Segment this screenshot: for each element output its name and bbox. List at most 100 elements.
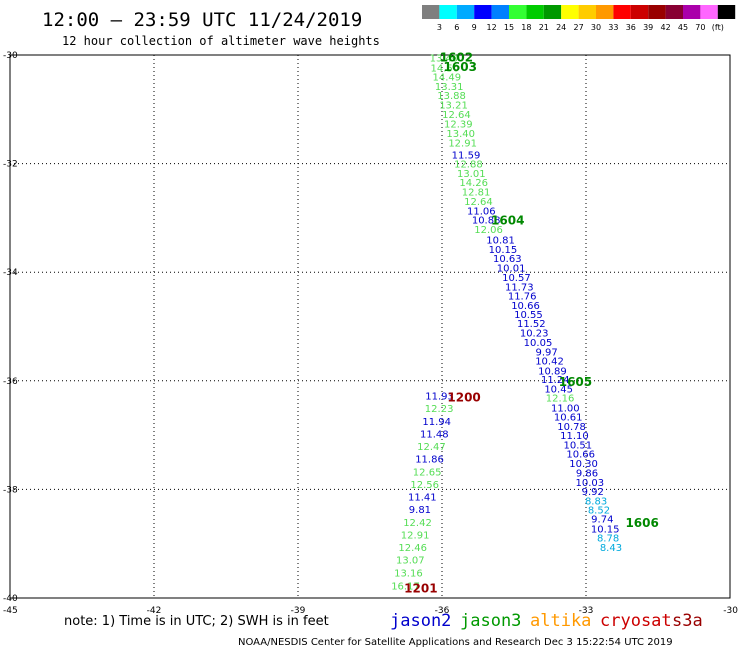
wave-height-label: 12.46	[398, 543, 427, 554]
y-tick-label: -32	[3, 160, 18, 170]
chart-title: 12:00 — 23:59 UTC 11/24/2019	[42, 9, 362, 31]
wave-height-label: 9.97	[536, 347, 558, 358]
wave-height-label: 10.15	[489, 245, 518, 256]
pass-time-label: 1602	[440, 51, 473, 65]
wave-height-label: 10.61	[554, 413, 583, 424]
scale-label: 18	[521, 23, 531, 32]
wave-height-label: 8.78	[597, 534, 619, 545]
pass-time-label: 1201	[404, 582, 437, 596]
wave-height-label: 12.65	[413, 467, 442, 478]
pass-time-label: 1604	[491, 214, 524, 228]
axis-tick-labels: -45 -42 -39 -36 -33 -30 -30 -32 -34 -36 -38 -40	[3, 51, 738, 616]
wave-height-label: 12.42	[403, 518, 432, 529]
scale-swatch	[474, 5, 492, 19]
wave-height-label: 11.59	[452, 150, 481, 161]
wave-height-label: 10.51	[564, 440, 593, 451]
wave-height-label: 10.78	[557, 422, 586, 433]
wave-height-label: 11.24	[541, 375, 570, 386]
footer-note: note: 1) Time is in UTC; 2) SWH is in fe…	[64, 614, 329, 629]
wave-height-label: 11.00	[551, 403, 580, 414]
wave-height-label: 13.01	[457, 169, 486, 180]
wave-height-label: 14.49	[432, 73, 461, 84]
x-tick-label: -33	[579, 606, 594, 616]
scale-label: 45	[678, 23, 688, 32]
scale-swatch	[578, 5, 596, 19]
wave-height-label: 12.64	[442, 110, 471, 121]
wave-height-label: 13.21	[439, 100, 468, 111]
scale-label: 6	[454, 23, 459, 32]
wave-height-label: 11.76	[508, 292, 537, 303]
wave-height-label: 10.03	[576, 478, 605, 489]
scale-label: 39	[643, 23, 653, 32]
wave-height-label: 13.31	[435, 82, 464, 93]
wave-height-label: 10.66	[511, 301, 540, 312]
satellite-legend: jason2 jason3 altika cryosat s3a	[390, 611, 703, 631]
scale-swatch	[422, 5, 440, 19]
wave-height-label: 10.45	[544, 384, 573, 395]
wave-height-label: 10.05	[524, 338, 553, 349]
scale-label: 27	[574, 23, 584, 32]
wave-height-label: 10.81	[486, 236, 515, 247]
satellite-name-s3a: s3a	[672, 611, 703, 631]
scale-label: 30	[591, 23, 601, 32]
wave-height-label: 10.89	[538, 366, 567, 377]
satellite-name-jason3: jason3	[460, 611, 521, 631]
pass-time-label: 1603	[444, 60, 477, 74]
wave-height-label: 11.06	[467, 206, 496, 217]
x-tick-label: -39	[291, 606, 306, 616]
wave-height-label: 10.66	[566, 450, 595, 461]
wave-height-label: 13.40	[446, 129, 475, 140]
wave-height-label: 12.16	[546, 394, 575, 405]
wave-height-label: 11.48	[420, 429, 449, 440]
pass-time-label: 1606	[625, 516, 658, 530]
scale-label: 9	[472, 23, 477, 32]
wave-height-label: 9.92	[582, 487, 604, 498]
x-tick-label: -45	[3, 606, 18, 616]
scale-label: 21	[539, 23, 549, 32]
wave-height-label: 11.73	[505, 282, 534, 293]
wave-height-label: 11.86	[415, 454, 444, 465]
x-tick-label: -30	[723, 606, 738, 616]
grid-lines	[10, 55, 730, 598]
scale-swatch	[630, 5, 649, 19]
satellite-name-altika: altika	[530, 611, 591, 631]
pass-time-label: 1605	[559, 375, 592, 389]
scale-swatch	[439, 5, 457, 19]
scale-swatch	[613, 5, 631, 19]
wave-height-label: 10.88	[472, 216, 501, 227]
wave-height-label: 8.43	[600, 543, 622, 554]
wave-height-label: 10.57	[502, 273, 531, 284]
wave-height-label: 10.23	[520, 328, 549, 339]
scale-label: 36	[626, 23, 636, 32]
scale-swatch	[648, 5, 666, 19]
y-tick-label: -38	[3, 485, 18, 495]
x-tick-label: -36	[435, 606, 450, 616]
scale-label: 12	[487, 23, 497, 32]
chart-subtitle: 12 hour collection of altimeter wave hei…	[62, 34, 380, 48]
wave-height-label: 14.50	[431, 63, 460, 74]
scale-swatch	[665, 5, 683, 19]
wave-height-label: 13.07	[396, 555, 425, 566]
wave-height-label: 13.16	[394, 568, 423, 579]
wave-height-label: 8.83	[585, 496, 607, 507]
scale-swatch	[700, 5, 718, 19]
plot-area	[9, 54, 731, 599]
footer-credit: NOAA/NESDIS Center for Satellite Applica…	[238, 637, 673, 648]
scale-swatch	[543, 5, 562, 19]
wave-height-label: 9.86	[576, 469, 598, 480]
wave-height-label: 16.17	[391, 582, 420, 593]
y-tick-label: -30	[3, 51, 18, 61]
wave-height-label: 10.15	[591, 524, 620, 535]
wave-height-label: 12.39	[444, 119, 473, 130]
wave-height-label: 11.41	[408, 492, 437, 503]
scale-label: 15	[504, 23, 514, 32]
wave-height-label: 11.52	[517, 319, 546, 330]
scale-label: 70	[695, 23, 705, 32]
wave-height-label: 10.30	[569, 459, 598, 470]
scale-label: 33	[608, 23, 618, 32]
scale-swatch	[491, 5, 509, 19]
y-tick-label: -40	[3, 594, 18, 604]
scale-swatch	[683, 5, 701, 19]
